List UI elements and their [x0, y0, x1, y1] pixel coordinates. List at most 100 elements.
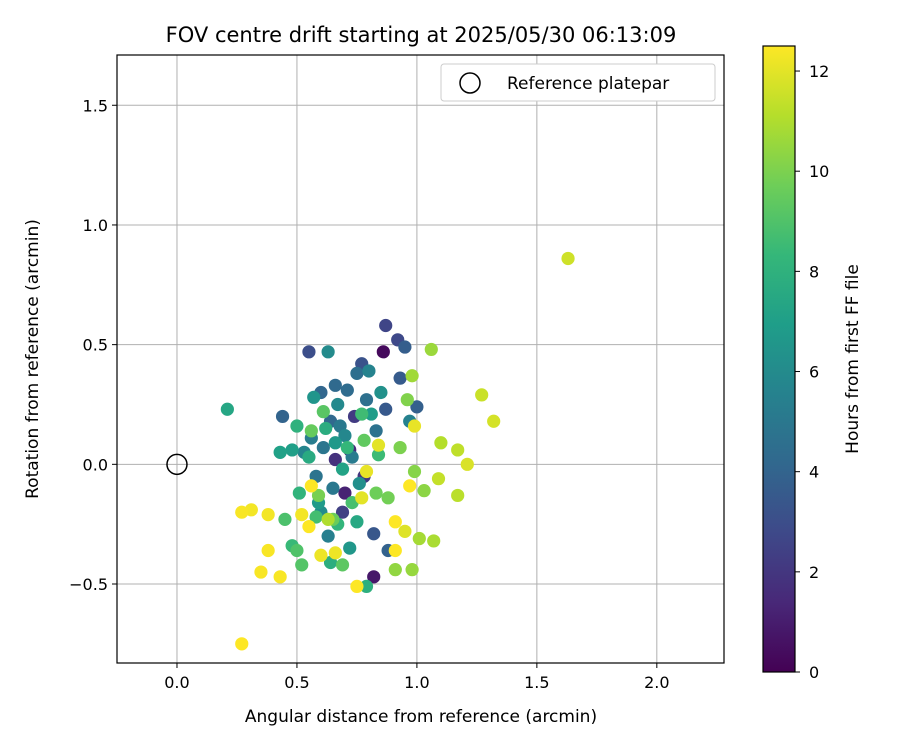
colorbar-tick-label: 12	[809, 62, 829, 81]
x-tick-label: 1.5	[524, 673, 549, 692]
plot-frame	[116, 54, 725, 664]
scatter-point	[309, 510, 323, 524]
scatter-point	[335, 558, 350, 572]
scatter-point	[407, 419, 422, 433]
x-axis-ticks: 0.0 0.5 1.0 1.5 2.0	[164, 663, 670, 692]
x-axis-label: Angular distance from reference (arcmin)	[245, 707, 597, 727]
data-points	[220, 251, 575, 651]
legend: Reference platepar	[440, 63, 716, 102]
scatter-point	[405, 563, 419, 577]
y-tick-label: 1.5	[83, 96, 108, 115]
x-tick-label: 0.5	[284, 673, 309, 692]
scatter-point	[316, 440, 330, 455]
scatter-point	[451, 443, 465, 457]
scatter-point	[273, 445, 287, 459]
scatter-point	[451, 488, 465, 503]
scatter-point	[338, 486, 352, 500]
scatter-point	[431, 472, 446, 486]
scatter-point	[407, 464, 422, 479]
scatter-point	[410, 400, 424, 414]
scatter-point	[328, 546, 342, 560]
scatter-point	[362, 364, 376, 378]
chart-title: FOV centre drift starting at 2025/05/30 …	[166, 23, 677, 47]
scatter-point	[405, 369, 419, 383]
scatter-point	[292, 486, 306, 500]
y-tick-label: −0.5	[69, 575, 108, 594]
scatter-point	[290, 543, 304, 558]
scatter-point	[302, 450, 316, 464]
scatter-point	[352, 476, 366, 491]
legend-reference-label: Reference platepar	[507, 74, 669, 94]
scatter-point	[275, 409, 290, 424]
scatter-point	[355, 491, 369, 505]
scatter-point	[340, 440, 354, 455]
scatter-point	[338, 428, 352, 443]
scatter-point	[350, 579, 364, 594]
scatter-point	[359, 464, 374, 479]
scatter-point	[487, 414, 501, 428]
colorbar-fill	[762, 45, 796, 673]
scatter-point	[316, 405, 330, 419]
y-tick-label: 1.0	[83, 216, 108, 235]
scatter-point	[261, 507, 275, 522]
scatter-point	[374, 385, 388, 400]
scatter-point	[359, 393, 374, 407]
scatter-point	[412, 531, 426, 546]
scatter-point	[328, 378, 342, 392]
colorbar-tick-label: 8	[809, 262, 819, 281]
scatter-point	[343, 541, 357, 555]
scatter-point	[328, 436, 342, 450]
x-tick-label: 2.0	[644, 673, 669, 692]
scatter-point	[285, 443, 299, 457]
scatter-point	[220, 402, 234, 416]
scatter-point	[328, 452, 342, 467]
scatter-point	[304, 479, 318, 493]
scatter-point	[326, 481, 340, 495]
scatter-point	[403, 479, 417, 493]
scatter-point	[388, 563, 402, 577]
scatter-point	[302, 345, 316, 359]
scatter-point	[398, 524, 412, 538]
y-axis-label: Rotation from reference (arcmin)	[23, 219, 43, 499]
scatter-point	[340, 383, 354, 397]
x-tick-label: 0.0	[164, 673, 189, 692]
legend-box	[440, 63, 716, 102]
grid	[117, 55, 724, 663]
scatter-point	[278, 512, 292, 526]
scatter-point	[235, 505, 249, 519]
colorbar-tick-label: 10	[809, 162, 829, 181]
scatter-point	[561, 251, 575, 266]
scatter-point	[393, 371, 407, 385]
scatter-point	[371, 448, 386, 462]
scatter-point	[304, 424, 318, 438]
scatter-point	[295, 558, 309, 572]
scatter-point	[321, 345, 335, 359]
scatter-point	[235, 637, 249, 651]
scatter-point	[364, 407, 378, 421]
scatter-point	[460, 457, 474, 471]
scatter-point	[273, 570, 287, 584]
legend-reference-marker	[459, 72, 481, 94]
scatter-point	[434, 436, 448, 450]
scatter-point	[254, 565, 268, 579]
scatter-point	[388, 543, 402, 558]
reference-platepar-marker	[166, 453, 188, 476]
scatter-point	[417, 484, 431, 498]
scatter-point	[367, 570, 381, 584]
colorbar-tick-label: 2	[809, 563, 819, 582]
scatter-point	[475, 388, 489, 402]
colorbar: 0 2 4 6 8 10 12 Hours from first FF file	[762, 45, 863, 682]
scatter-point	[379, 402, 393, 416]
scatter-point	[359, 579, 374, 594]
colorbar-tick-label: 6	[809, 363, 819, 382]
scatter-point	[321, 512, 335, 526]
y-tick-label: 0.0	[83, 455, 108, 474]
scatter-point	[393, 440, 407, 455]
scatter-point	[319, 421, 333, 436]
scatter-point	[302, 519, 316, 534]
scatter-point	[369, 486, 383, 500]
scatter-point	[369, 424, 383, 438]
scatter-point	[331, 397, 345, 412]
scatter-point	[350, 515, 364, 529]
